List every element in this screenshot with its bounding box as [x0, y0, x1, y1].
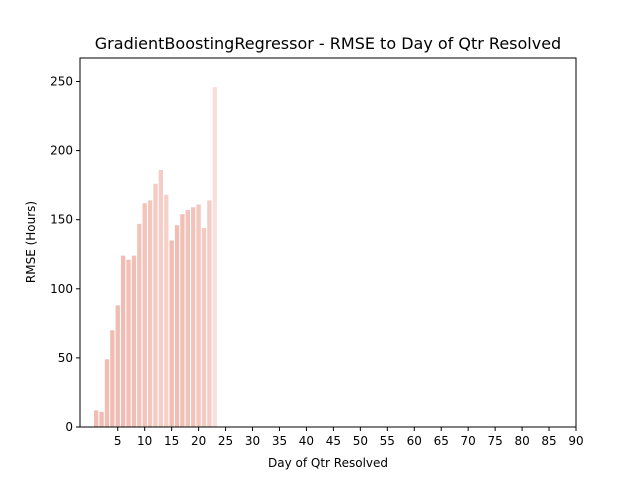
bar-day-19 — [191, 207, 196, 427]
x-tick-label: 5 — [114, 434, 122, 448]
bar-day-21 — [201, 227, 207, 427]
bars-layer — [94, 87, 217, 428]
x-tick-label: 60 — [407, 434, 422, 448]
bar-day-14 — [164, 194, 169, 427]
x-tick-label: 80 — [514, 434, 529, 448]
x-axis: 5 10 15 20 25 30 35 40 45 50 55 60 65 70 75 80 85 90 — [114, 427, 584, 448]
bar-day-4 — [110, 330, 115, 427]
y-tick-label: 250 — [50, 74, 73, 88]
x-tick-label: 25 — [218, 434, 233, 448]
bar-day-12 — [153, 183, 158, 427]
bar-day-22 — [207, 200, 212, 427]
bar-day-15 — [169, 240, 174, 427]
bar-day-10 — [142, 203, 147, 427]
x-tick-label: 90 — [568, 434, 583, 448]
bar-day-23 — [212, 87, 217, 428]
y-axis: 0 50 100 150 200 250 — [50, 74, 80, 434]
bar-day-2 — [99, 411, 104, 427]
y-tick-label: 50 — [58, 351, 73, 365]
bar-day-1 — [94, 410, 99, 427]
bar-day-11 — [147, 200, 153, 427]
y-tick-label: 0 — [65, 420, 73, 434]
bar-day-6 — [120, 255, 126, 427]
x-tick-label: 55 — [380, 434, 395, 448]
bar-day-18 — [185, 210, 190, 427]
y-axis-label: RMSE (Hours) — [24, 201, 38, 283]
bar-day-9 — [137, 223, 142, 427]
x-tick-label: 20 — [191, 434, 206, 448]
y-tick-label: 200 — [50, 144, 73, 158]
bar-day-7 — [126, 259, 131, 427]
chart-title: GradientBoostingRegressor - RMSE to Day … — [95, 34, 561, 53]
bar-day-20 — [196, 204, 201, 427]
y-tick-label: 100 — [50, 282, 73, 296]
x-tick-label: 10 — [137, 434, 152, 448]
plot-frame — [79, 57, 577, 428]
bar-day-5 — [115, 305, 120, 427]
x-tick-label: 45 — [326, 434, 341, 448]
x-tick-label: 35 — [272, 434, 287, 448]
bar-day-13 — [158, 169, 164, 427]
x-tick-label: 85 — [541, 434, 556, 448]
x-tick-label: 70 — [461, 434, 476, 448]
x-tick-label: 30 — [245, 434, 260, 448]
x-tick-label: 50 — [353, 434, 368, 448]
bar-day-8 — [131, 255, 137, 427]
x-tick-label: 65 — [434, 434, 449, 448]
x-axis-label: Day of Qtr Resolved — [268, 456, 388, 470]
bar-day-3 — [104, 359, 110, 427]
x-tick-label: 15 — [164, 434, 179, 448]
bar-day-16 — [174, 225, 180, 427]
x-tick-label: 40 — [299, 434, 314, 448]
y-tick-label: 150 — [50, 213, 73, 227]
bar-day-17 — [180, 214, 185, 427]
x-tick-label: 75 — [487, 434, 502, 448]
